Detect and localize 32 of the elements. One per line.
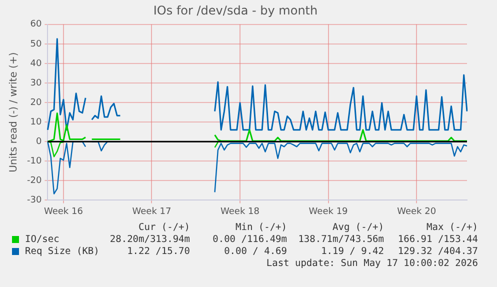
text: 129.32 /404.37 [398, 246, 478, 257]
y-tick-label: -20 [26, 176, 42, 186]
y-tick-label: -10 [26, 156, 42, 166]
legend-label: Req Size (KB) [25, 246, 100, 257]
legend-label: IO/sec [25, 234, 60, 245]
text: Last update: Sun May 17 10:00:02 2026 [266, 258, 478, 269]
text: Max (-/+) [426, 222, 478, 233]
text: 138.71m/743.56m [298, 234, 384, 245]
x-tick-label: Week 20 [397, 206, 436, 217]
x-tick-label: Week 18 [220, 206, 260, 217]
y-tick-label: 30 [30, 78, 42, 88]
y-tick-label: 0 [36, 136, 42, 147]
y-tick-label: -30 [26, 196, 42, 206]
text: 28.20m/313.94m [110, 234, 190, 245]
chart-title: IOs for /dev/sda - by month [153, 3, 318, 18]
text: 1.19 / 9.42 [321, 246, 384, 257]
y-axis-title: Units read (-) / write (+) [8, 52, 20, 172]
y-tick-label: 50 [30, 39, 42, 50]
text: 1.22 /15.70 [127, 246, 190, 257]
x-tick-label: Week 16 [44, 206, 84, 217]
text: Cur (-/+) [138, 222, 190, 233]
text: Avg (-/+) [332, 222, 384, 233]
y-tick-label: 10 [30, 117, 42, 128]
y-tick-label: 60 [30, 20, 42, 30]
text: 0.00 /116.49m [212, 234, 287, 245]
text: 0.00 / 4.69 [224, 246, 287, 257]
x-tick-label: Week 19 [308, 206, 348, 217]
y-tick-label: 40 [30, 58, 42, 69]
text: Min (-/+) [236, 222, 287, 233]
y-tick-label: 20 [30, 98, 42, 108]
x-tick-label: Week 17 [132, 206, 172, 217]
text: 166.91 /153.44 [398, 234, 478, 245]
